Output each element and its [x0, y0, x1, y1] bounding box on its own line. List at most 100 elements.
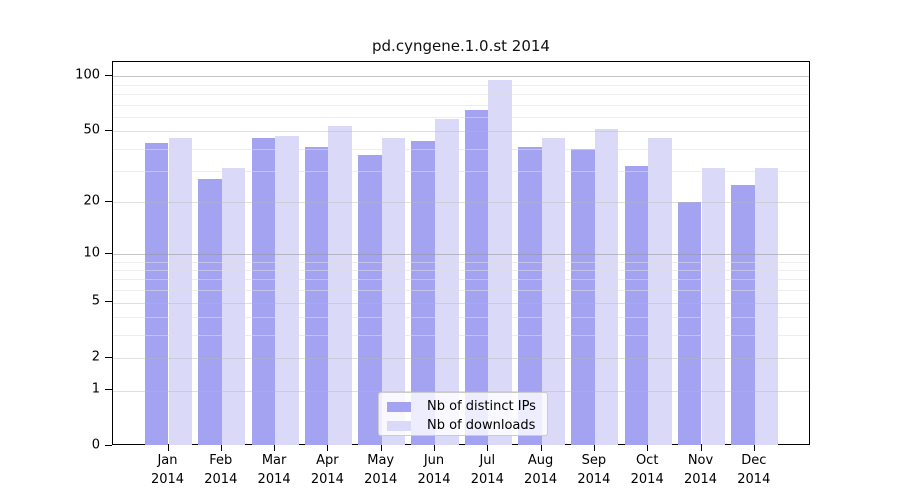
x-label-month: Sep [581, 453, 607, 468]
legend-swatch-downloads [387, 421, 411, 431]
x-tick-mark-apr [327, 445, 329, 451]
bar-mar-downloads [275, 135, 299, 445]
x-tick-mark-dec [753, 445, 755, 451]
y-axis-labels: 0 1 2 5 10 20 50 100 [0, 0, 100, 500]
x-tick-label-may: May 2014 [351, 451, 411, 489]
x-tick-label-dec: Dec 2014 [724, 451, 784, 489]
x-tick-mark-nov [700, 445, 702, 451]
legend-label-distinct-ips: Nb of distinct IPs [427, 399, 536, 414]
x-label-year: 2014 [470, 472, 504, 487]
x-tick-label-aug: Aug 2014 [511, 451, 571, 489]
y-tick-label-20: 20 [83, 193, 100, 209]
bar-jun-downloads [435, 119, 459, 445]
x-label-month: May [367, 453, 395, 468]
bar-jun-distinct-ips [411, 141, 435, 445]
x-label-month: Mar [261, 453, 287, 468]
bar-aug-distinct-ips [518, 146, 542, 445]
bar-jul-distinct-ips [464, 110, 489, 445]
y-tick-label-0: 0 [91, 437, 100, 453]
y-tick-label-1: 1 [91, 381, 100, 397]
bar-nov-distinct-ips [677, 202, 702, 445]
x-tick-mark-jan [167, 445, 169, 451]
x-label-year: 2014 [524, 472, 558, 487]
x-label-month: Jun [423, 453, 445, 468]
bar-sep-downloads [594, 129, 619, 445]
x-tick-mark-feb [220, 445, 222, 451]
x-label-year: 2014 [204, 472, 238, 487]
legend-row-distinct-ips: Nb of distinct IPs [387, 399, 547, 415]
legend-label-downloads: Nb of downloads [427, 418, 536, 433]
x-label-month: Aug [527, 453, 554, 468]
x-tick-mark-oct [647, 445, 649, 451]
x-tick-label-sep: Sep 2014 [564, 451, 624, 489]
y-tick-mark-1 [105, 389, 112, 391]
x-label-year: 2014 [417, 472, 451, 487]
x-tick-mark-jun [434, 445, 435, 451]
bar-sep-distinct-ips [571, 148, 595, 445]
y-tick-mark-100 [105, 75, 112, 77]
x-label-month: Feb [209, 453, 233, 468]
x-tick-label-apr: Apr 2014 [297, 451, 357, 489]
x-label-month: Jul [479, 453, 496, 468]
x-label-month: Jan [157, 453, 178, 468]
y-tick-mark-50 [105, 130, 112, 132]
bar-dec-downloads [754, 168, 779, 445]
x-label-month: Dec [741, 453, 767, 468]
x-label-year: 2014 [683, 472, 718, 487]
x-tick-mark-sep [593, 445, 595, 451]
x-tick-label-jun: Jun 2014 [404, 451, 464, 489]
x-label-year: 2014 [150, 472, 185, 487]
y-tick-label-10: 10 [83, 245, 100, 261]
y-tick-label-2: 2 [91, 349, 100, 365]
legend: Nb of distinct IPs Nb of downloads [378, 392, 548, 436]
y-tick-label-50: 50 [83, 122, 100, 138]
x-label-year: 2014 [310, 472, 344, 487]
bar-feb-downloads [221, 168, 246, 445]
y-tick-mark-5 [105, 301, 112, 303]
bar-oct-downloads [648, 137, 672, 445]
bar-dec-distinct-ips [731, 185, 755, 445]
bars-layer [113, 62, 809, 445]
x-tick-label-oct: Oct 2014 [617, 451, 677, 489]
chart-title: pd.cyngene.1.0.st 2014 [372, 37, 550, 55]
plot-area: Nb of distinct IPs Nb of downloads [112, 61, 810, 445]
bar-mar-distinct-ips [251, 137, 276, 445]
x-tick-mark-may [380, 445, 382, 451]
bar-jul-downloads [488, 79, 512, 445]
y-tick-mark-10 [105, 252, 112, 254]
x-tick-label-feb: Feb 2014 [191, 451, 251, 489]
bar-may-distinct-ips [358, 154, 382, 445]
y-tick-label-5: 5 [91, 293, 100, 309]
x-tick-mark-jul [487, 445, 489, 451]
bar-apr-downloads [328, 126, 352, 445]
x-tick-label-jul: Jul 2014 [457, 451, 517, 489]
y-tick-mark-2 [105, 356, 112, 358]
x-tick-label-jan: Jan 2014 [138, 451, 198, 489]
x-label-month: Oct [635, 453, 659, 468]
bar-oct-distinct-ips [624, 165, 649, 445]
bar-apr-distinct-ips [304, 146, 329, 445]
x-label-year: 2014 [364, 472, 398, 487]
bar-jan-distinct-ips [144, 142, 169, 445]
x-label-year: 2014 [257, 472, 291, 487]
x-label-month: Apr [316, 453, 339, 468]
x-label-month: Nov [687, 453, 714, 468]
x-tick-mark-aug [540, 445, 542, 451]
y-tick-mark-20 [105, 201, 112, 203]
y-tick-label-100: 100 [75, 67, 100, 83]
x-tick-mark-mar [274, 445, 276, 451]
bar-feb-distinct-ips [198, 179, 222, 445]
x-tick-label-mar: Mar 2014 [244, 451, 304, 489]
x-label-year: 2014 [630, 472, 664, 487]
legend-swatch-distinct-ips [387, 402, 411, 412]
bar-aug-downloads [541, 137, 566, 445]
bar-jan-downloads [168, 137, 193, 445]
bar-nov-downloads [701, 168, 726, 445]
x-label-year: 2014 [737, 472, 771, 487]
y-tick-mark-0 [105, 445, 112, 446]
x-tick-label-nov: Nov 2014 [671, 451, 731, 489]
legend-row-downloads: Nb of downloads [387, 418, 547, 434]
bar-may-downloads [381, 137, 406, 445]
x-label-year: 2014 [577, 472, 611, 487]
